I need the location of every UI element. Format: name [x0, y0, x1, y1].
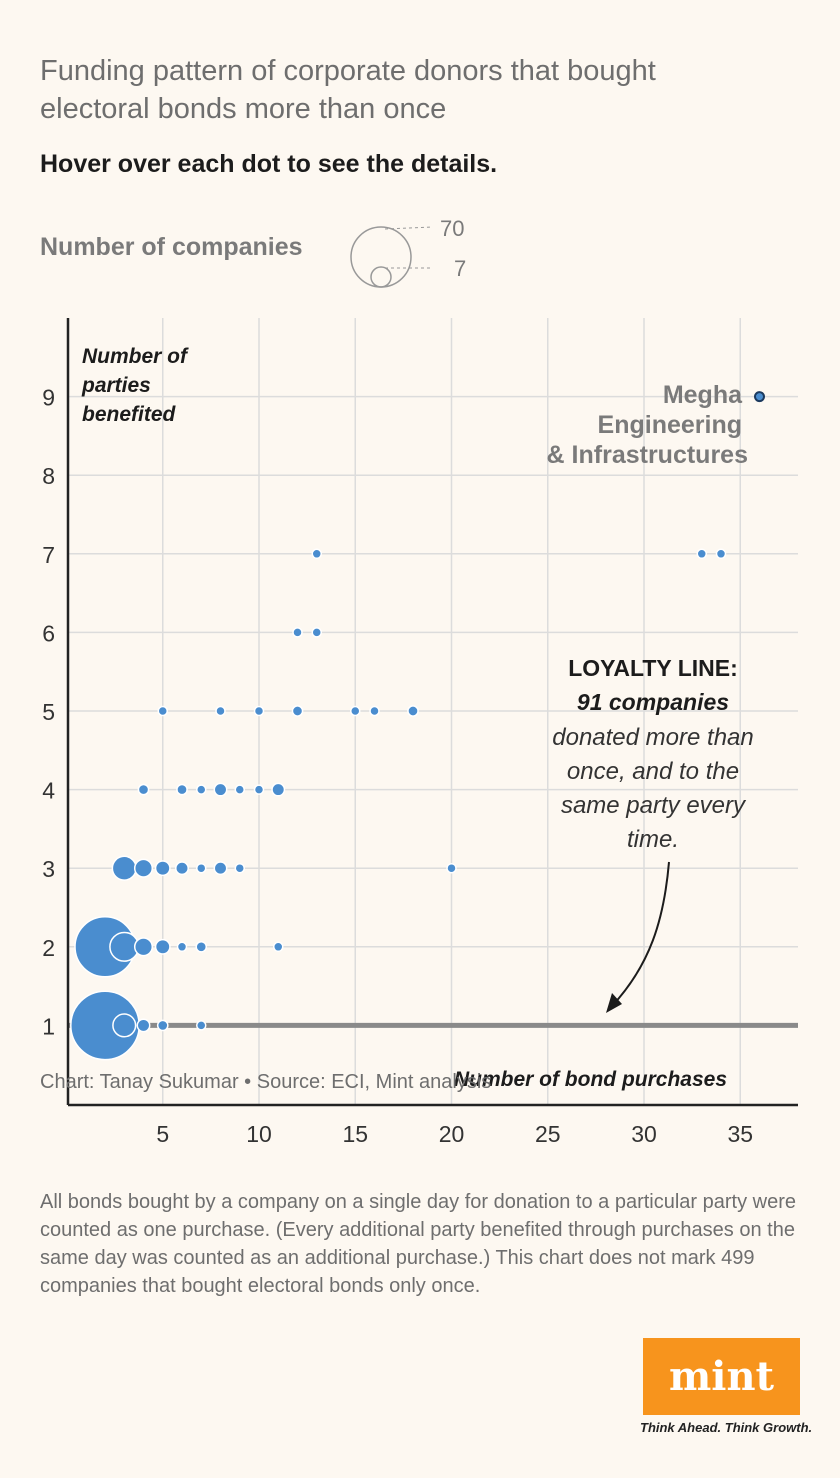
y-axis-label-line-1: Number of [82, 345, 189, 368]
data-point-x18-y5[interactable] [407, 705, 419, 717]
x-tick-labels: 5 10 15 20 25 30 35 [156, 1121, 753, 1147]
scatter-chart: 1 2 3 4 5 6 7 8 9 5 10 15 20 25 30 35 Number of partie… [42, 318, 798, 1147]
data-point-x10-y5[interactable] [253, 705, 265, 717]
data-point-x34-y7[interactable] [715, 548, 727, 560]
legend-large-value: 70 [440, 216, 464, 241]
data-point-x11-y4[interactable] [271, 782, 286, 797]
legend-small-circle [370, 266, 392, 288]
data-point-x7-y4[interactable] [196, 784, 207, 795]
data-point-x16-y5[interactable] [369, 705, 380, 717]
highlight-label-line-2: Engineering [598, 411, 742, 439]
data-point-x6-y3[interactable] [175, 861, 189, 876]
highlight-label-line-1: Megha [663, 381, 743, 409]
data-point-x4-y3[interactable] [133, 858, 154, 878]
data-point-x20-y3[interactable] [446, 862, 457, 874]
legend-large-leader [384, 226, 433, 230]
data-points [70, 391, 765, 1061]
grid-lines [68, 318, 798, 1105]
x-tick-label-30: 30 [631, 1121, 657, 1147]
chart-credit-line: Chart: Tanay Sukumar • Source: ECI, Mint… [40, 1071, 492, 1093]
y-axis-label-line-2: parties [81, 374, 151, 397]
loyalty-annotation-line-2: once, and to the [567, 758, 739, 785]
data-point-x5-y5[interactable] [157, 705, 168, 717]
footnote: All bonds bought by a company on a singl… [40, 1191, 797, 1297]
data-point-x36-y9[interactable] [754, 391, 765, 403]
legend-title: Number of companies [40, 233, 303, 261]
x-tick-label-15: 15 [342, 1121, 368, 1147]
data-point-x7-y3[interactable] [196, 862, 207, 874]
data-point-x10-y4[interactable] [253, 784, 265, 795]
data-point-x3-y3[interactable] [111, 855, 137, 881]
x-axis-label: Number of bond purchases [454, 1068, 727, 1091]
data-point-x4-y2[interactable] [133, 937, 154, 957]
data-point-x3-y1[interactable] [112, 1013, 137, 1038]
y-tick-label-5: 5 [42, 699, 55, 725]
x-tick-label-10: 10 [246, 1121, 272, 1147]
data-point-x5-y3[interactable] [154, 860, 171, 877]
loyalty-arrow [611, 861, 670, 1007]
mint-tagline: Think Ahead. Think Growth. [640, 1420, 813, 1435]
data-point-x13-y6[interactable] [311, 627, 322, 638]
x-tick-label-5: 5 [156, 1121, 169, 1147]
y-tick-label-8: 8 [42, 463, 55, 489]
data-point-x4-y1[interactable] [136, 1018, 151, 1033]
data-point-x6-y4[interactable] [176, 783, 188, 796]
size-legend: 70 7 [350, 216, 466, 288]
loyalty-annotation-line-1: donated more than [552, 724, 753, 751]
loyalty-annotation-line-3: same party every [561, 792, 747, 819]
y-tick-labels: 1 2 3 4 5 6 7 8 9 [42, 385, 55, 1040]
chart-subtitle: Hover over each dot to see the details. [40, 150, 498, 178]
chart-title: Funding pattern of corporate donors that… [40, 55, 656, 125]
data-point-x12-y5[interactable] [291, 705, 304, 717]
y-tick-label-2: 2 [42, 935, 55, 961]
x-tick-label-20: 20 [439, 1121, 465, 1147]
loyalty-annotation-line-4: time. [627, 826, 679, 853]
y-tick-label-6: 6 [42, 620, 55, 646]
y-tick-label-1: 1 [42, 1013, 55, 1039]
data-point-x33-y7[interactable] [696, 548, 707, 560]
data-point-x8-y4[interactable] [213, 782, 228, 797]
x-tick-label-25: 25 [535, 1121, 561, 1147]
legend-small-value: 7 [454, 256, 466, 281]
data-point-x7-y1[interactable] [196, 1020, 207, 1031]
loyalty-annotation-title: LOYALTY LINE: [568, 655, 738, 681]
data-point-x9-y4[interactable] [234, 784, 245, 795]
data-point-x4-y4[interactable] [137, 783, 150, 796]
data-point-x11-y2[interactable] [273, 941, 284, 953]
data-point-x6-y2[interactable] [176, 941, 188, 953]
loyalty-annotation-count: 91 companies [577, 689, 729, 715]
data-point-x7-y2[interactable] [195, 940, 208, 953]
y-tick-label-7: 7 [42, 542, 55, 568]
data-point-x12-y6[interactable] [292, 627, 303, 638]
data-point-x5-y2[interactable] [154, 938, 171, 955]
data-point-x13-y7[interactable] [311, 548, 322, 560]
y-tick-label-3: 3 [42, 856, 55, 882]
highlight-label-line-3: & Infrastructures [547, 441, 748, 469]
x-tick-label-35: 35 [727, 1121, 753, 1147]
data-point-x5-y1[interactable] [156, 1019, 169, 1032]
loyalty-arrow-head [606, 993, 622, 1013]
mint-logo: mint [643, 1338, 800, 1415]
y-tick-label-4: 4 [42, 778, 55, 804]
y-tick-label-9: 9 [42, 385, 55, 411]
data-point-x15-y5[interactable] [350, 705, 361, 717]
data-point-x9-y3[interactable] [234, 862, 245, 874]
y-axis-label-line-3: benefited [82, 403, 177, 426]
data-point-x8-y3[interactable] [213, 861, 228, 876]
data-point-x8-y5[interactable] [215, 705, 226, 717]
